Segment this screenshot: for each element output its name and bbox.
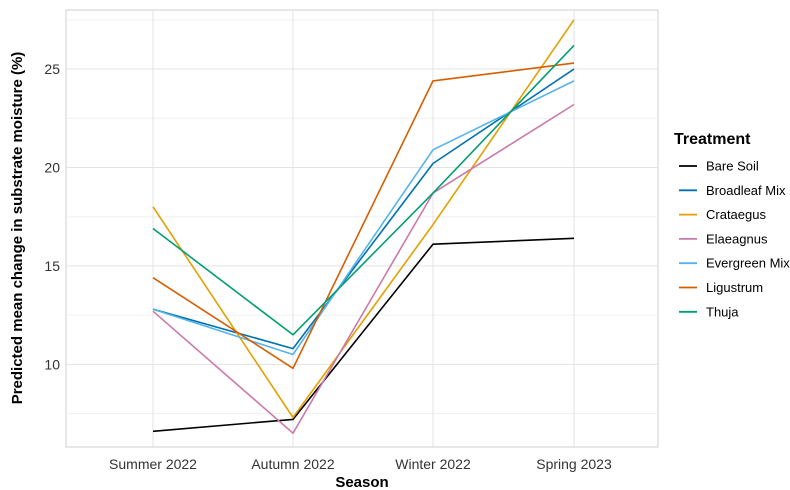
- y-tick-label: 25: [44, 61, 60, 77]
- series-line: [152, 44, 575, 336]
- legend-label: Evergreen Mix: [706, 256, 790, 271]
- legend-label: Bare Soil: [706, 159, 759, 174]
- y-tick-label: 10: [44, 356, 60, 372]
- legend-label: Elaeagnus: [706, 231, 768, 246]
- legend-entries: Bare Soil Broadleaf Mix Crataegus Elaeagnus…: [679, 159, 790, 319]
- x-axis-ticks: Summer 2022 Autumn 2022 Winter 2022 Spring …: [109, 456, 612, 472]
- y-axis-ticks: 10 15 20 25: [44, 61, 60, 372]
- x-tick-label: Summer 2022: [109, 456, 197, 472]
- series-line: [152, 103, 575, 435]
- x-tick-label: Winter 2022: [395, 456, 471, 472]
- series-line: [152, 19, 575, 419]
- series-line: [152, 237, 575, 433]
- y-axis-title: Predicted mean change in substrate moist…: [9, 52, 26, 405]
- series-line: [152, 68, 575, 350]
- series-line: [152, 62, 575, 370]
- x-tick-label: Spring 2023: [536, 456, 612, 472]
- series-lines: [152, 19, 575, 435]
- legend-label: Crataegus: [706, 207, 766, 222]
- legend: Treatment Bare Soil Broadleaf Mix Crataegu…: [674, 131, 790, 319]
- legend-label: Ligustrum: [706, 280, 763, 295]
- legend-title: Treatment: [674, 131, 751, 148]
- x-tick-label: Autumn 2022: [251, 456, 334, 472]
- grid-lines: [66, 10, 658, 447]
- y-tick-label: 20: [44, 159, 60, 175]
- y-tick-label: 15: [44, 258, 60, 274]
- series-line: [152, 80, 575, 356]
- x-axis-title: Season: [335, 474, 388, 490]
- legend-label: Broadleaf Mix: [706, 183, 786, 198]
- plot-panel: [65, 9, 659, 448]
- legend-label: Thuja: [706, 304, 739, 319]
